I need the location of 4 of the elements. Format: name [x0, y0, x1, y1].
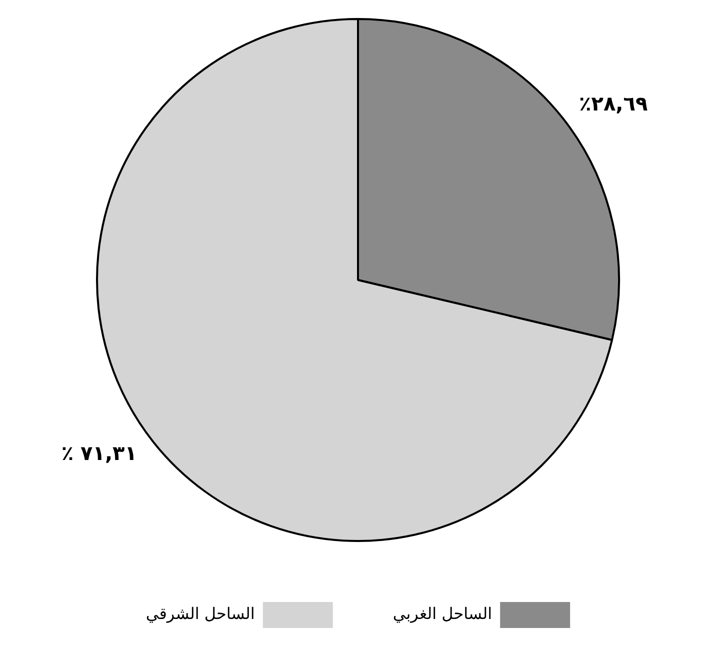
data-label: ٪ ٧١,٣١ [61, 441, 137, 466]
legend-label: الساحل الغربي [392, 604, 492, 624]
legend-label: الساحل الشرقي [146, 604, 255, 624]
data-label: ٪٢٨,٦٩ [579, 91, 648, 116]
